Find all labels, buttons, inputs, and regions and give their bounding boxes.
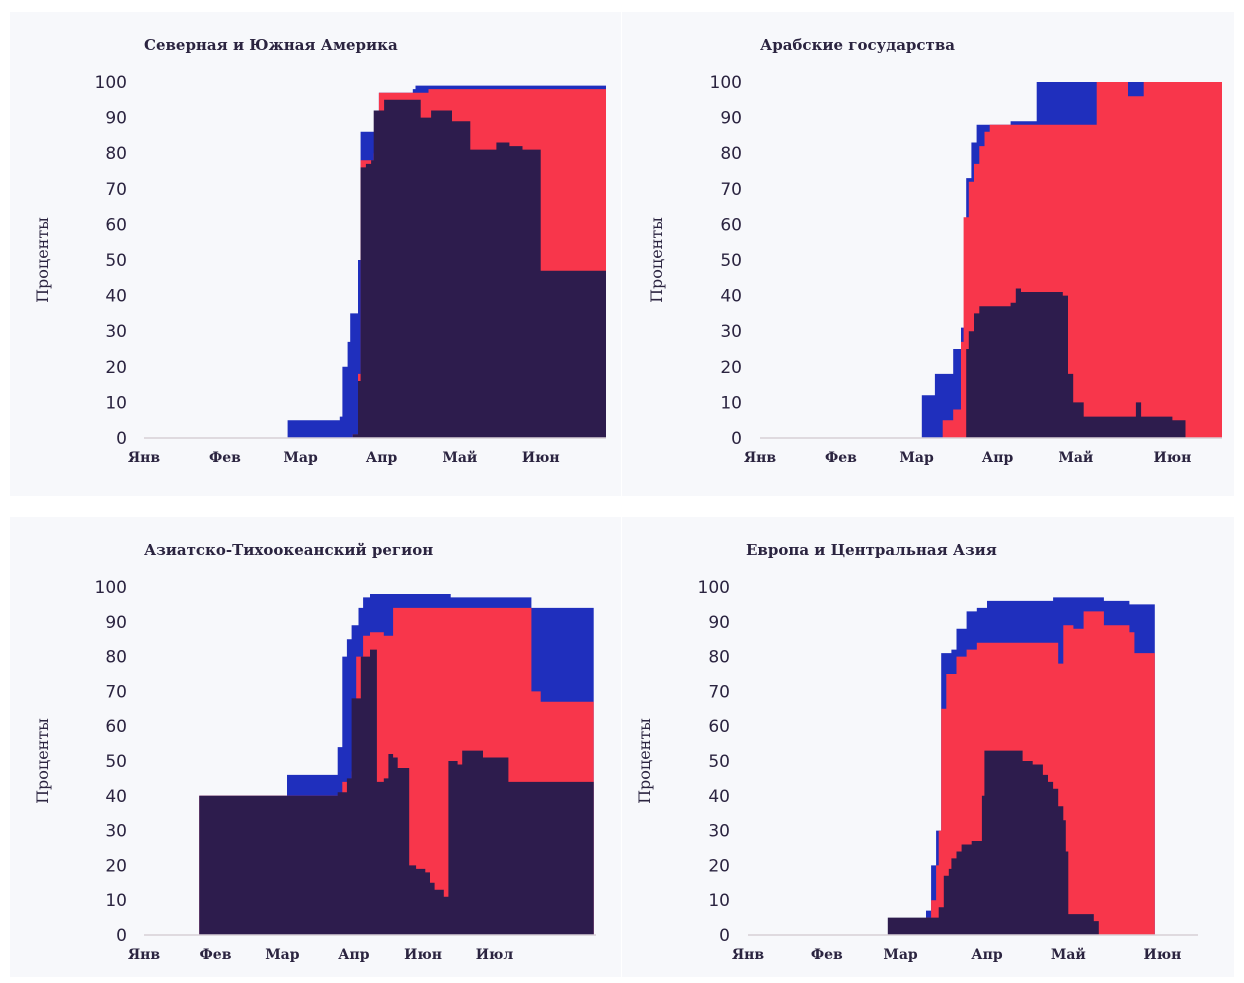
- y-tick-label: 30: [105, 822, 127, 842]
- x-tick-label: Июн: [404, 947, 442, 963]
- y-tick-label: 70: [708, 682, 730, 702]
- y-tick-label: 40: [105, 287, 127, 307]
- y-tick-label: 60: [720, 215, 742, 235]
- x-tick-label: Май: [1051, 946, 1086, 963]
- y-tick-label: 70: [720, 180, 742, 200]
- y-tick-label: 0: [116, 429, 127, 449]
- chart-panel-asia-pacific: Азиатско-Тихоокеанский регион Проценты 0 10…: [10, 517, 621, 977]
- area-series-dark: [760, 288, 1222, 438]
- chart-europe-central-asia: Европа и Центральная Азия Проценты 0 10 20 30…: [635, 541, 1198, 963]
- y-tick-label: 30: [720, 322, 742, 342]
- y-tick-label: 0: [116, 926, 127, 946]
- x-tick-label: Мар: [899, 450, 934, 466]
- y-tick-label: 100: [95, 578, 127, 598]
- area-series-dark: [144, 99, 606, 439]
- y-tick-label: 10: [708, 891, 730, 911]
- y-tick-label: 80: [708, 648, 730, 668]
- y-tick-label: 70: [105, 180, 127, 200]
- y-axis-label: Проценты: [33, 718, 52, 804]
- y-tick-label: 0: [731, 429, 742, 449]
- x-tick-label: Июл: [476, 947, 514, 963]
- y-tick-label: 80: [105, 144, 127, 164]
- chart-panel-europe-central-asia: Европа и Центральная Азия Проценты 0 10 20 30…: [622, 517, 1234, 977]
- y-tick-label: 10: [105, 891, 127, 911]
- y-tick-label: 10: [105, 393, 127, 413]
- y-tick-label: 40: [708, 787, 730, 807]
- y-tick-label: 80: [720, 144, 742, 164]
- y-tick-label: 100: [698, 578, 730, 598]
- x-tick-label: Май: [442, 449, 477, 466]
- y-axis-label: Проценты: [647, 217, 666, 303]
- area-series-dark: [748, 750, 1198, 935]
- y-tick-label: 0: [719, 926, 730, 946]
- chart-asia-pacific: Азиатско-Тихоокеанский регион Проценты 0 10…: [33, 541, 596, 963]
- chart-arab-states: Арабские государства Проценты 0 10 20 30 40 50 6…: [647, 36, 1222, 466]
- y-tick-label: 20: [720, 358, 742, 378]
- y-tick-label: 100: [710, 73, 742, 93]
- y-tick-label: 90: [105, 613, 127, 633]
- x-tick-label: Фев: [811, 947, 843, 963]
- x-tick-label: Мар: [265, 947, 300, 963]
- x-tick-label: Апр: [971, 947, 1003, 963]
- y-tick-label: 50: [105, 251, 127, 271]
- x-tick-label: Май: [1058, 449, 1093, 466]
- y-tick-label: 60: [105, 215, 127, 235]
- x-tick-label: Янв: [128, 450, 161, 466]
- y-tick-label: 80: [105, 648, 127, 668]
- y-tick-label: 90: [708, 613, 730, 633]
- y-tick-label: 60: [708, 717, 730, 737]
- y-tick-label: 30: [105, 322, 127, 342]
- chart-americas: Северная и Южная Америка Проценты 0 10 20 30 4…: [33, 36, 606, 466]
- x-tick-label: Фев: [825, 450, 857, 466]
- y-tick-label: 50: [708, 752, 730, 772]
- y-tick-label: 20: [708, 856, 730, 876]
- y-tick-label: 70: [105, 682, 127, 702]
- area-series-dark: [144, 649, 594, 935]
- y-tick-label: 20: [105, 358, 127, 378]
- chart-title: Азиатско-Тихоокеанский регион: [144, 541, 433, 559]
- y-tick-label: 50: [105, 752, 127, 772]
- x-tick-label: Янв: [732, 947, 765, 963]
- y-tick-label: 60: [105, 717, 127, 737]
- area-series-red: [760, 82, 1222, 438]
- y-axis-label: Проценты: [635, 718, 654, 804]
- x-tick-label: Апр: [338, 947, 370, 963]
- x-tick-label: Фев: [209, 450, 241, 466]
- chart-title: Северная и Южная Америка: [144, 36, 398, 54]
- x-tick-label: Фев: [200, 947, 232, 963]
- x-tick-label: Июн: [1153, 450, 1191, 466]
- y-tick-label: 90: [105, 109, 127, 129]
- x-tick-label: Мар: [283, 450, 318, 466]
- x-tick-label: Янв: [744, 450, 777, 466]
- x-tick-label: Янв: [128, 947, 161, 963]
- y-tick-label: 50: [720, 251, 742, 271]
- chart-title: Арабские государства: [760, 36, 955, 54]
- y-tick-label: 10: [720, 393, 742, 413]
- y-tick-label: 30: [708, 822, 730, 842]
- chart-title: Европа и Центральная Азия: [746, 541, 997, 559]
- chart-panel-americas: Северная и Южная Америка Проценты 0 10 20 30 4…: [10, 12, 621, 496]
- y-tick-label: 40: [720, 287, 742, 307]
- x-tick-label: Июн: [1143, 947, 1181, 963]
- y-axis-label: Проценты: [33, 217, 52, 303]
- chart-panel-arab-states: Арабские государства Проценты 0 10 20 30 40 50 6…: [622, 12, 1234, 496]
- y-tick-label: 40: [105, 787, 127, 807]
- x-tick-label: Мар: [883, 947, 918, 963]
- y-tick-label: 90: [720, 109, 742, 129]
- x-tick-label: Июн: [522, 450, 560, 466]
- x-tick-label: Апр: [982, 450, 1014, 466]
- y-tick-label: 100: [95, 73, 127, 93]
- x-tick-label: Апр: [366, 450, 398, 466]
- y-tick-label: 20: [105, 856, 127, 876]
